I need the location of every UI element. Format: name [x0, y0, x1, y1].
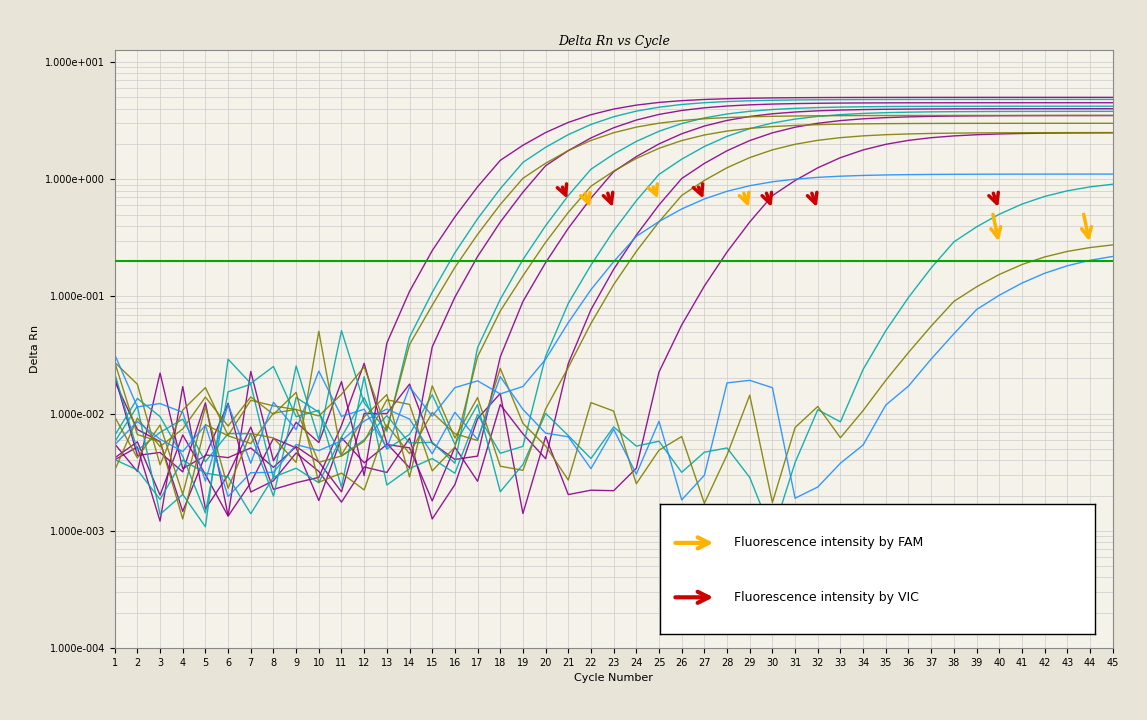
Title: Delta Rn vs Cycle: Delta Rn vs Cycle: [557, 35, 670, 48]
X-axis label: Cycle Number: Cycle Number: [575, 673, 653, 683]
Text: Fluorescence intensity by FAM: Fluorescence intensity by FAM: [734, 536, 923, 549]
Text: Fluorescence intensity by VIC: Fluorescence intensity by VIC: [734, 591, 919, 604]
Y-axis label: Delta Rn: Delta Rn: [30, 325, 39, 373]
